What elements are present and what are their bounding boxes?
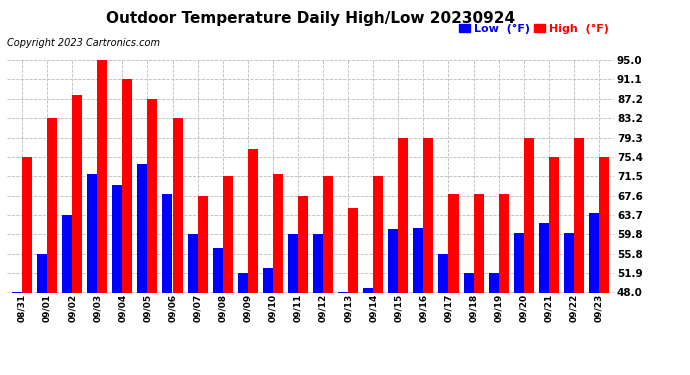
Bar <box>273 174 283 292</box>
Bar <box>137 164 148 292</box>
Bar <box>599 157 609 292</box>
Bar <box>263 268 273 292</box>
Bar <box>464 273 473 292</box>
Legend: Low  (°F), High  (°F): Low (°F), High (°F) <box>460 24 609 34</box>
Bar <box>238 273 248 292</box>
Bar <box>338 291 348 292</box>
Bar <box>188 234 197 292</box>
Bar <box>549 157 559 292</box>
Bar <box>197 195 208 292</box>
Bar <box>514 233 524 292</box>
Bar <box>499 194 509 292</box>
Bar <box>574 138 584 292</box>
Bar <box>12 291 22 292</box>
Bar <box>388 229 398 292</box>
Bar <box>223 176 233 292</box>
Bar <box>298 195 308 292</box>
Bar <box>539 223 549 292</box>
Bar <box>438 254 449 292</box>
Bar <box>348 209 358 292</box>
Bar <box>413 228 424 292</box>
Bar <box>398 138 408 292</box>
Text: Copyright 2023 Cartronics.com: Copyright 2023 Cartronics.com <box>7 38 160 48</box>
Bar <box>288 234 298 292</box>
Bar <box>248 149 258 292</box>
Bar <box>424 138 433 292</box>
Bar <box>87 174 97 292</box>
Bar <box>172 118 183 292</box>
Bar <box>448 194 459 292</box>
Bar <box>213 248 223 292</box>
Bar <box>37 254 47 292</box>
Bar <box>489 273 499 292</box>
Bar <box>473 194 484 292</box>
Bar <box>62 215 72 292</box>
Bar <box>373 176 383 292</box>
Bar <box>97 60 107 292</box>
Bar <box>363 288 373 292</box>
Text: Outdoor Temperature Daily High/Low 20230924: Outdoor Temperature Daily High/Low 20230… <box>106 11 515 26</box>
Bar <box>564 233 574 292</box>
Bar <box>112 184 122 292</box>
Bar <box>72 94 82 292</box>
Bar <box>47 118 57 292</box>
Bar <box>323 176 333 292</box>
Bar <box>162 194 172 292</box>
Bar <box>22 157 32 292</box>
Bar <box>589 213 599 292</box>
Bar <box>524 138 534 292</box>
Bar <box>148 99 157 292</box>
Bar <box>313 234 323 292</box>
Bar <box>122 79 132 292</box>
